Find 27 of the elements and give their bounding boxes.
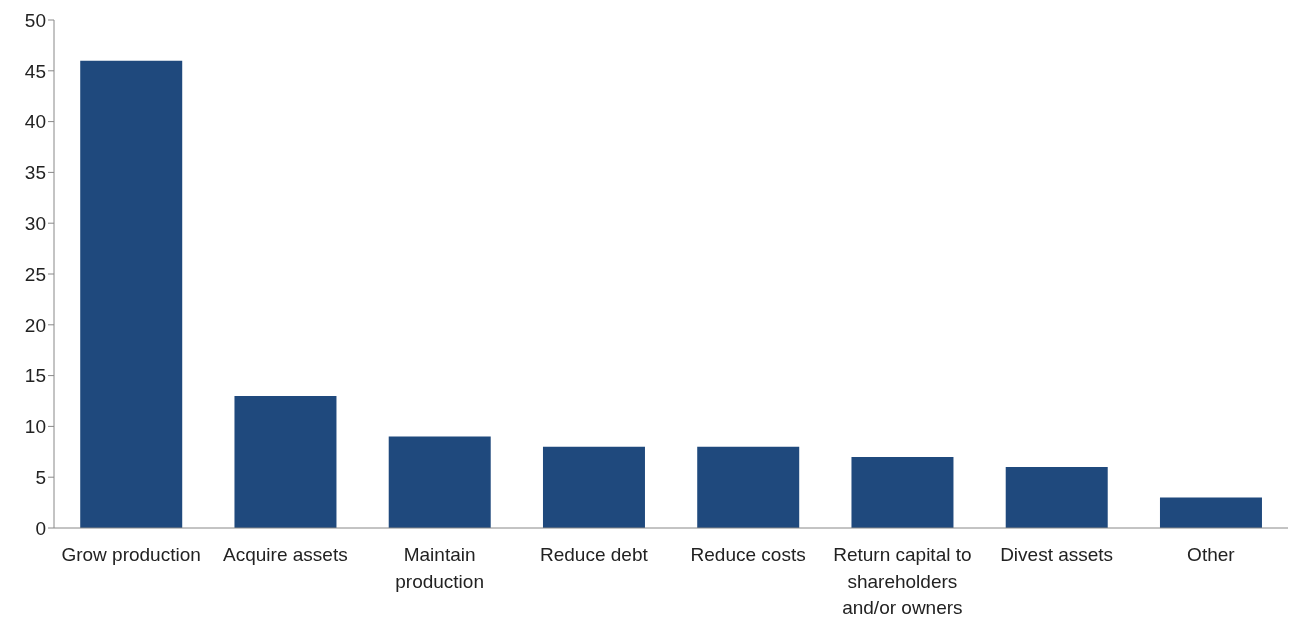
x-tick-label: Return capital to shareholders and/or owners [833, 544, 972, 619]
bar [1005, 467, 1108, 528]
x-tick-label: Grow production [61, 544, 201, 566]
y-tick-label: 25 [24, 263, 46, 285]
bar [80, 60, 183, 528]
y-tick-label: 45 [24, 60, 46, 82]
y-tick-label: 30 [24, 212, 46, 234]
y-tick-label: 50 [24, 9, 46, 31]
x-tick-label: Other [1187, 544, 1236, 566]
x-tick-label: Divest assets [1000, 544, 1114, 566]
y-tick-label: 5 [35, 466, 46, 488]
x-tick-label: Reduce debt [540, 544, 649, 566]
x-tick-label: Reduce costs [690, 544, 806, 566]
bar [851, 456, 954, 528]
x-tick-label: Acquire assets [223, 544, 348, 566]
y-tick-label: 40 [24, 111, 46, 133]
y-tick-label: 15 [24, 365, 46, 387]
bar [388, 436, 491, 528]
bar [234, 395, 337, 528]
bar [697, 446, 800, 528]
bar [542, 446, 645, 528]
y-tick-label: 20 [24, 314, 46, 336]
bar [1159, 497, 1262, 528]
y-tick-label: 0 [35, 517, 46, 539]
y-tick-label: 10 [24, 416, 46, 438]
y-tick-label: 35 [24, 162, 46, 184]
x-tick-label: Maintain production [395, 544, 484, 592]
